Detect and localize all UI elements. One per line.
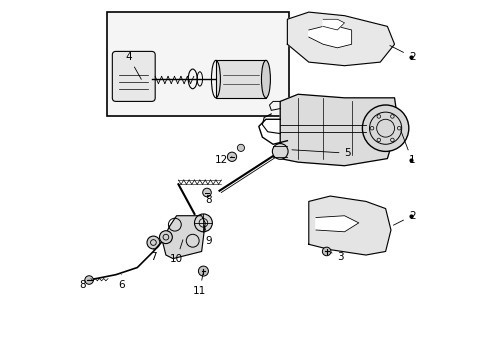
- Text: 4: 4: [125, 52, 141, 79]
- Circle shape: [198, 266, 208, 276]
- Text: 8: 8: [79, 280, 89, 291]
- Polygon shape: [308, 196, 390, 255]
- Polygon shape: [287, 12, 394, 66]
- Bar: [107, 12, 288, 116]
- Ellipse shape: [261, 60, 270, 98]
- Polygon shape: [308, 26, 351, 48]
- FancyBboxPatch shape: [112, 51, 155, 102]
- Text: 12: 12: [215, 156, 231, 165]
- Polygon shape: [315, 216, 358, 232]
- Text: 6: 6: [118, 275, 124, 291]
- Polygon shape: [162, 216, 205, 258]
- Circle shape: [272, 144, 287, 159]
- Circle shape: [203, 188, 211, 197]
- Circle shape: [159, 231, 172, 244]
- Text: 1: 1: [400, 131, 415, 165]
- Text: 2: 2: [393, 211, 415, 225]
- Circle shape: [227, 152, 236, 161]
- Polygon shape: [323, 19, 344, 30]
- Circle shape: [237, 144, 244, 152]
- Circle shape: [194, 214, 212, 232]
- Text: 9: 9: [204, 225, 212, 246]
- Polygon shape: [280, 94, 397, 166]
- Text: 7: 7: [150, 249, 156, 262]
- Text: 2: 2: [389, 45, 415, 62]
- Text: 11: 11: [193, 274, 206, 296]
- Circle shape: [84, 276, 93, 284]
- Text: 3: 3: [330, 252, 343, 262]
- Text: 10: 10: [170, 240, 183, 264]
- Circle shape: [322, 247, 330, 256]
- Text: 8: 8: [205, 195, 212, 204]
- Text: 5: 5: [291, 148, 350, 158]
- Circle shape: [362, 105, 408, 152]
- Bar: [216, 60, 265, 98]
- Circle shape: [147, 236, 160, 249]
